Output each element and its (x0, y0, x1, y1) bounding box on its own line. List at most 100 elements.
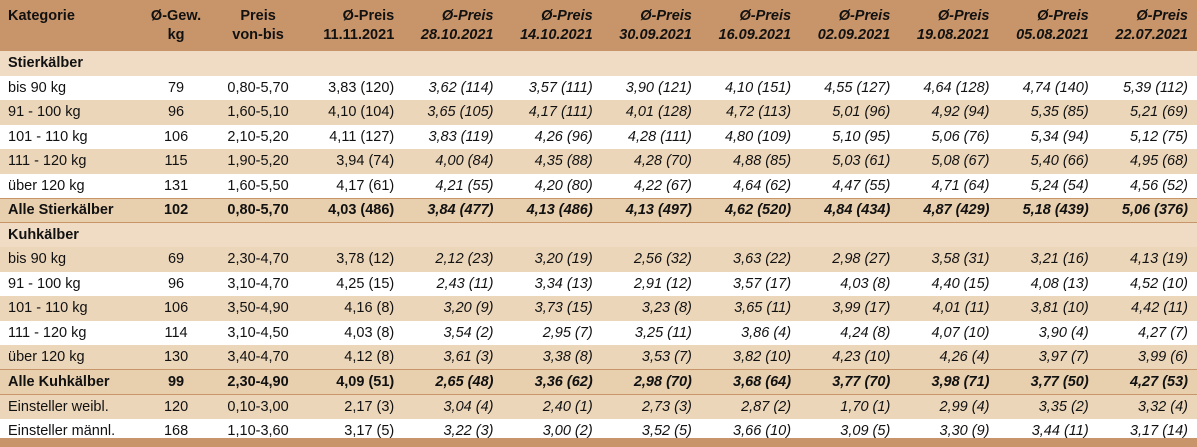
weight-cell: 114 (140, 320, 213, 345)
price-cell: 3,53 (7) (601, 345, 701, 370)
category-cell: 101 - 110 kg (0, 296, 141, 321)
price-cell: 4,80 (109) (700, 124, 801, 149)
header-date-label: Ø-Preis (1136, 7, 1188, 24)
price-cell: 4,52 (10) (1097, 271, 1197, 296)
price-cell: 2,17 (3) (304, 394, 404, 419)
price-cell: 3,90 (4) (998, 320, 1098, 345)
weight-cell: 106 (140, 296, 213, 321)
category-cell: 91 - 100 kg (0, 271, 141, 296)
header-date-label: Ø-Preis (838, 7, 891, 24)
price-cell: 2,99 (4) (899, 394, 999, 419)
price-cell: 3,82 (10) (700, 345, 801, 370)
price-cell: 4,71 (64) (899, 173, 999, 198)
price-cell: 4,26 (4) (899, 345, 999, 370)
price-range-cell: 3,10-4,70 (212, 271, 305, 296)
price-cell: 3,68 (64) (700, 369, 801, 395)
price-cell: 4,17 (111) (502, 100, 602, 125)
price-range-cell: 3,40-4,70 (212, 345, 305, 370)
price-cell: 4,00 (84) (403, 149, 503, 174)
price-cell: 4,20 (80) (502, 173, 602, 198)
price-cell: 2,91 (12) (601, 271, 701, 296)
weight-cell: 106 (140, 124, 213, 149)
header-preis-line2: von-bis (232, 26, 284, 43)
price-cell: 4,07 (10) (899, 320, 999, 345)
price-cell: 4,10 (104) (304, 100, 404, 125)
weight-cell: 115 (140, 149, 213, 174)
bottom-bar (0, 438, 1197, 447)
price-cell: 2,65 (48) (403, 369, 503, 395)
weight-cell: 130 (140, 345, 213, 370)
price-cell: 4,24 (8) (800, 320, 900, 345)
price-cell: 4,13 (497) (601, 197, 701, 223)
header-preis: Preis von-bis (212, 0, 304, 51)
price-cell: 5,08 (67) (899, 149, 999, 174)
price-cell: 5,06 (76) (899, 124, 999, 149)
header-date-column: Ø-Preis 30.09.2021 (602, 0, 701, 51)
price-cell: 3,57 (111) (502, 75, 602, 100)
price-cell: 5,34 (94) (998, 124, 1098, 149)
header-kategorie: Kategorie (8, 8, 75, 24)
price-cell: 2,12 (23) (403, 247, 503, 272)
weight-cell: 69 (140, 247, 213, 272)
category-cell: Einsteller weibl. (0, 394, 141, 419)
price-cell: 4,28 (70) (601, 149, 701, 174)
price-cell: 4,95 (68) (1097, 149, 1197, 174)
price-cell: 4,40 (15) (899, 271, 999, 296)
table-row: 111 - 120 kg 114 3,10-4,50 4,03 (8) 3,54 (2)… (0, 320, 1197, 345)
price-cell: 4,35 (88) (502, 149, 602, 174)
price-cell: 4,74 (140) (998, 75, 1098, 100)
price-cell: 4,55 (127) (800, 75, 900, 100)
price-cell: 4,01 (11) (899, 296, 999, 321)
price-cell: 4,01 (128) (601, 100, 701, 125)
price-cell: 3,97 (7) (998, 345, 1098, 370)
price-cell: 3,23 (8) (601, 296, 701, 321)
price-cell: 3,84 (477) (403, 197, 503, 223)
header-date-value: 28.10.2021 (420, 26, 494, 43)
price-cell: 2,40 (1) (502, 394, 602, 419)
price-cell: 2,87 (2) (700, 394, 801, 419)
header-date-value: 05.08.2021 (1016, 26, 1089, 43)
header-date-value: 30.09.2021 (619, 26, 692, 43)
header-date-value: 14.10.2021 (520, 26, 593, 43)
price-cell: 3,20 (9) (403, 296, 503, 321)
price-cell: 3,90 (121) (601, 75, 701, 100)
category-cell: 111 - 120 kg (0, 320, 141, 345)
header-date-label: Ø-Preis (541, 7, 593, 24)
price-cell: 4,12 (8) (304, 345, 404, 370)
price-cell: 4,42 (11) (1097, 296, 1197, 321)
price-range-cell: 3,10-4,50 (212, 320, 305, 345)
header-date-label: Ø-Preis (640, 7, 692, 24)
price-cell: 2,43 (11) (403, 271, 503, 296)
table-row: 111 - 120 kg 115 1,90-5,20 3,94 (74) 4,00 (8… (0, 149, 1197, 174)
category-cell: bis 90 kg (0, 247, 141, 272)
price-cell: 4,13 (19) (1097, 247, 1197, 272)
table-row: 91 - 100 kg 96 1,60-5,10 4,10 (104) 3,65 (10… (0, 100, 1197, 125)
price-cell: 4,26 (96) (502, 124, 602, 149)
header-date-value: 19.08.2021 (916, 26, 990, 43)
header-row: Kategorie Ø-Gew. kg Preis von-bis Ø-Prei… (0, 0, 1197, 51)
header-date-column: Ø-Preis 11.11.2021 (304, 0, 403, 51)
price-cell: 2,73 (3) (601, 394, 701, 419)
header-date-label: Ø-Preis (1037, 7, 1089, 24)
price-cell: 3,77 (70) (800, 369, 900, 395)
header-date-label: Ø-Preis (342, 7, 395, 24)
price-cell: 4,28 (111) (601, 124, 701, 149)
price-cell: 3,94 (74) (304, 149, 404, 174)
price-cell: 3,58 (31) (899, 247, 999, 272)
price-cell: 3,99 (17) (800, 296, 900, 321)
header-date-column: Ø-Preis 16.09.2021 (701, 0, 800, 51)
header-gewicht-line1: Ø-Gew. (150, 7, 202, 24)
header-date-value: 11.11.2021 (323, 26, 395, 43)
table-body: Stierkälber bis 90 kg 79 0,80-5,70 3,83 (120… (0, 51, 1197, 443)
total-row: Alle Kuhkälber 99 2,30-4,90 4,09 (51) 2,65 (… (0, 369, 1197, 395)
price-cell: 3,86 (4) (700, 320, 801, 345)
price-cell: 4,21 (55) (403, 173, 503, 198)
header-date-value: 02.09.2021 (817, 26, 891, 43)
price-cell: 2,95 (7) (502, 320, 602, 345)
table-row: 101 - 110 kg 106 3,50-4,90 4,16 (8) 3,20 (9)… (0, 296, 1197, 321)
header-date-column: Ø-Preis 14.10.2021 (502, 0, 601, 51)
section-stierkaelber: Stierkälber (0, 51, 1197, 76)
total-row: Alle Stierkälber 102 0,80-5,70 4,03 (486) 3,… (0, 197, 1197, 223)
price-cell: 5,24 (54) (998, 173, 1098, 198)
